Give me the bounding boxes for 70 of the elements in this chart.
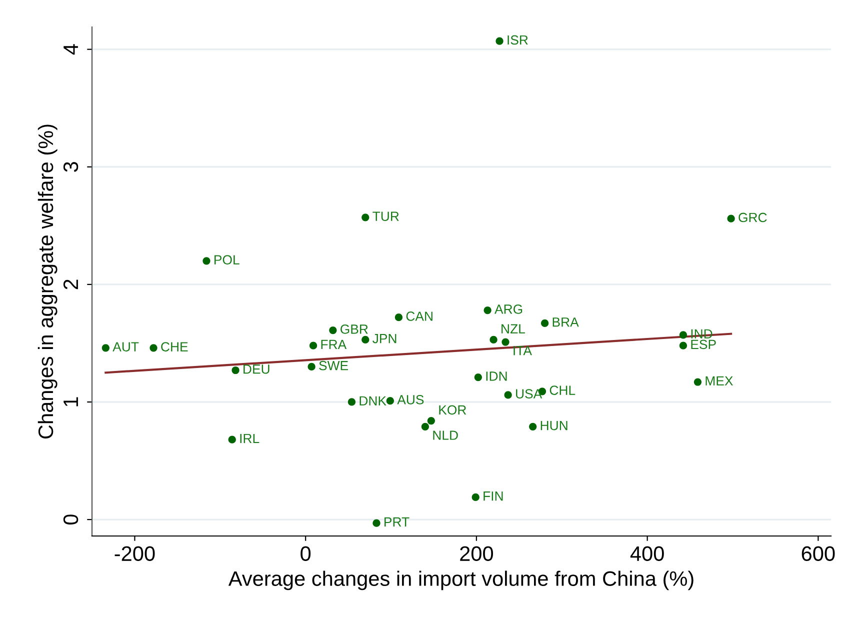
- point: [386, 397, 394, 405]
- annotation: AUT: [112, 342, 139, 352]
- annotation: ESP: [691, 340, 716, 350]
- y-tick-label: 4: [64, 44, 78, 55]
- annotation: ISR: [508, 35, 528, 45]
- point: [679, 331, 688, 339]
- point: [348, 398, 356, 406]
- y-tick-label: 1: [64, 397, 78, 406]
- x-tick-label: -200: [114, 546, 155, 562]
- point: [529, 422, 537, 430]
- annotation: NZL: [502, 324, 525, 334]
- annotation: GRC: [738, 212, 767, 222]
- point: [727, 214, 735, 222]
- point: [474, 374, 482, 382]
- point: [150, 344, 158, 352]
- x-tick-label: 400: [630, 546, 664, 562]
- annotation: MEX: [706, 376, 733, 386]
- y-axis-title: Changes in aggregate welfare (%): [38, 124, 58, 439]
- y-tick-label: 3: [63, 162, 78, 172]
- point: [329, 326, 337, 334]
- annotation: CAN: [406, 312, 432, 321]
- annotation: DEU: [244, 364, 270, 374]
- annotation: TUR: [372, 212, 399, 221]
- point: [394, 314, 403, 322]
- annotation: ITA: [514, 346, 532, 356]
- annotation: GBR: [340, 324, 368, 334]
- annotation: JPN: [372, 334, 396, 344]
- annotation: FRA: [321, 340, 347, 349]
- point: [309, 342, 318, 350]
- y-tick-label: 0: [63, 514, 78, 525]
- annotation: KOR: [439, 405, 466, 415]
- annotation: DNK: [360, 396, 386, 406]
- annotation: IDN: [486, 372, 507, 381]
- point: [484, 306, 492, 314]
- annotation: NLD: [433, 430, 458, 440]
- x-tick-label: 0: [300, 546, 311, 562]
- annotation: PRT: [384, 517, 410, 526]
- annotation: BRA: [552, 318, 579, 327]
- point: [362, 336, 370, 344]
- point: [362, 214, 370, 222]
- point: [496, 37, 504, 45]
- point: [490, 336, 498, 344]
- annotation: AUS: [397, 395, 424, 404]
- point: [427, 416, 435, 425]
- annotation: HUN: [540, 421, 568, 430]
- point: [540, 319, 549, 328]
- x-tick-label: 200: [460, 546, 494, 562]
- point: [421, 422, 429, 430]
- annotation: CHE: [161, 342, 188, 352]
- point: [202, 257, 210, 265]
- point: [372, 519, 380, 527]
- annotation: CHL: [550, 386, 576, 395]
- point: [504, 391, 512, 399]
- point: [102, 344, 110, 352]
- annotation: IRL: [240, 434, 260, 444]
- x-tick-label: 600: [802, 546, 835, 562]
- y-tick-label: 2: [63, 280, 78, 290]
- x-axis-title: Average changes in import volume from China (%): [228, 570, 694, 590]
- annotation: USA: [516, 389, 542, 398]
- annotation: ARG: [494, 304, 522, 314]
- point: [308, 362, 316, 371]
- point: [472, 493, 480, 502]
- point: [232, 366, 240, 374]
- point: [228, 436, 236, 444]
- point: [694, 378, 702, 386]
- annotation: SWE: [319, 360, 348, 370]
- annotation: POL: [214, 255, 240, 264]
- point: [502, 338, 510, 346]
- point: [679, 342, 688, 350]
- annotation: FIN: [484, 492, 503, 501]
